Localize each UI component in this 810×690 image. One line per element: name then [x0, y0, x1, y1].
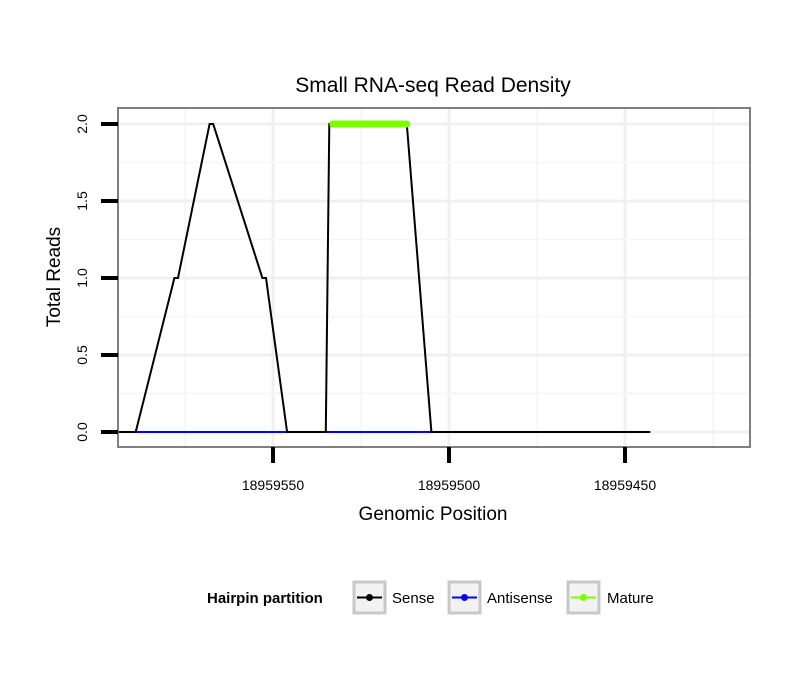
- legend-label-antisense: Antisense: [487, 590, 553, 607]
- legend-label-mature: Mature: [607, 590, 654, 607]
- y-tick-label: 0.0: [74, 422, 90, 442]
- x-tick-label: 18959500: [418, 477, 481, 493]
- y-axis-title: Total Reads: [44, 227, 65, 327]
- legend-item-antisense: Antisense: [447, 580, 553, 615]
- legend-point-sense: [366, 594, 373, 601]
- legend-label-sense: Sense: [392, 590, 435, 607]
- x-axis-title: Genomic Position: [359, 504, 508, 525]
- y-tick-label: 0.5: [74, 345, 90, 365]
- x-tick-label: 18959550: [242, 477, 305, 493]
- chart-title: Small RNA-seq Read Density: [295, 74, 571, 97]
- y-tick-label: 1.0: [74, 268, 90, 288]
- legend-point-antisense: [461, 594, 468, 601]
- legend-point-mature: [580, 594, 587, 601]
- legend-title: Hairpin partition: [207, 590, 323, 607]
- x-tick-label: 18959450: [594, 477, 657, 493]
- y-tick-label: 1.5: [74, 191, 90, 211]
- legend: Hairpin partition Sense Antisense Mature: [207, 580, 654, 615]
- legend-item-sense: Sense: [352, 580, 435, 615]
- legend-item-mature: Mature: [566, 580, 654, 615]
- series-line-sense: [110, 123, 651, 433]
- y-tick-label: 2.0: [74, 114, 90, 134]
